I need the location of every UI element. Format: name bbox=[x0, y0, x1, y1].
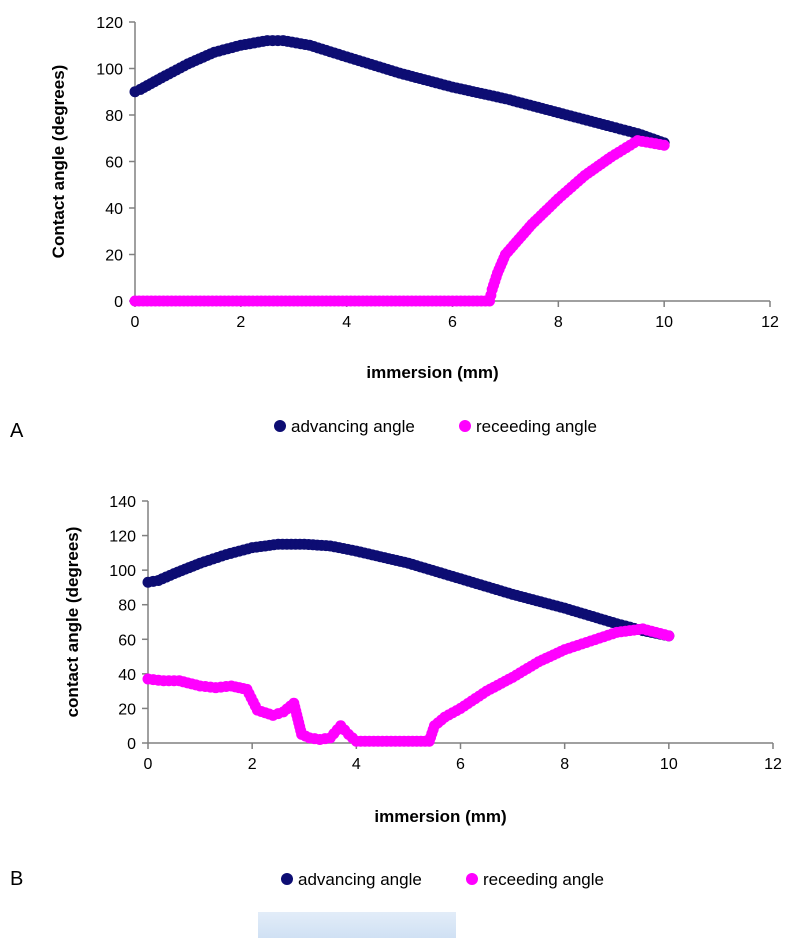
x-tick-label: 12 bbox=[764, 756, 782, 773]
y-tick-label: 100 bbox=[96, 62, 123, 79]
y-tick-label: 60 bbox=[105, 155, 123, 172]
y-tick-label: 140 bbox=[109, 494, 136, 511]
legend-marker bbox=[459, 420, 471, 432]
y-tick-label: 60 bbox=[118, 632, 136, 649]
y-tick-label: 120 bbox=[109, 529, 136, 546]
legend-marker bbox=[466, 873, 478, 885]
series-receding bbox=[142, 623, 675, 747]
x-tick-label: 10 bbox=[660, 756, 678, 773]
legend-label: receeding angle bbox=[476, 417, 597, 436]
series-advancing bbox=[129, 35, 670, 149]
series-receding bbox=[129, 135, 670, 307]
y-axis-title: Contact angle (degrees) bbox=[49, 65, 68, 259]
x-axis-title: immersion (mm) bbox=[366, 363, 498, 382]
data-point bbox=[663, 630, 675, 642]
x-tick-label: 6 bbox=[448, 314, 457, 331]
watermark-shape bbox=[258, 912, 456, 938]
x-tick-label: 6 bbox=[456, 756, 465, 773]
legend-label: receeding angle bbox=[483, 870, 604, 889]
x-tick-label: 8 bbox=[554, 314, 563, 331]
y-axis-title: contact angle (degrees) bbox=[63, 527, 82, 718]
x-tick-label: 2 bbox=[236, 314, 245, 331]
x-tick-label: 10 bbox=[655, 314, 673, 331]
y-tick-label: 40 bbox=[118, 667, 136, 684]
legend-marker bbox=[274, 420, 286, 432]
series-advancing bbox=[142, 538, 675, 642]
x-tick-label: 0 bbox=[131, 314, 140, 331]
x-tick-label: 4 bbox=[352, 756, 361, 773]
y-tick-label: 0 bbox=[114, 294, 123, 311]
x-tick-label: 2 bbox=[248, 756, 257, 773]
panel-label-a: A bbox=[10, 420, 24, 442]
data-point bbox=[658, 139, 670, 151]
panel-label-b: B bbox=[10, 868, 24, 890]
x-tick-label: 0 bbox=[144, 756, 153, 773]
y-tick-label: 80 bbox=[118, 598, 136, 615]
legend-label: advancing angle bbox=[291, 417, 415, 436]
legend-label: advancing angle bbox=[298, 870, 422, 889]
y-tick-label: 100 bbox=[109, 563, 136, 580]
y-tick-label: 20 bbox=[118, 701, 136, 718]
y-tick-label: 20 bbox=[105, 248, 123, 265]
legend-marker bbox=[281, 873, 293, 885]
y-tick-label: 0 bbox=[127, 736, 136, 753]
y-tick-label: 40 bbox=[105, 201, 123, 218]
y-tick-label: 120 bbox=[96, 15, 123, 32]
x-tick-label: 8 bbox=[560, 756, 569, 773]
x-tick-label: 4 bbox=[342, 314, 351, 331]
y-tick-label: 80 bbox=[105, 108, 123, 125]
x-tick-label: 12 bbox=[761, 314, 779, 331]
x-axis-title: immersion (mm) bbox=[374, 807, 506, 826]
